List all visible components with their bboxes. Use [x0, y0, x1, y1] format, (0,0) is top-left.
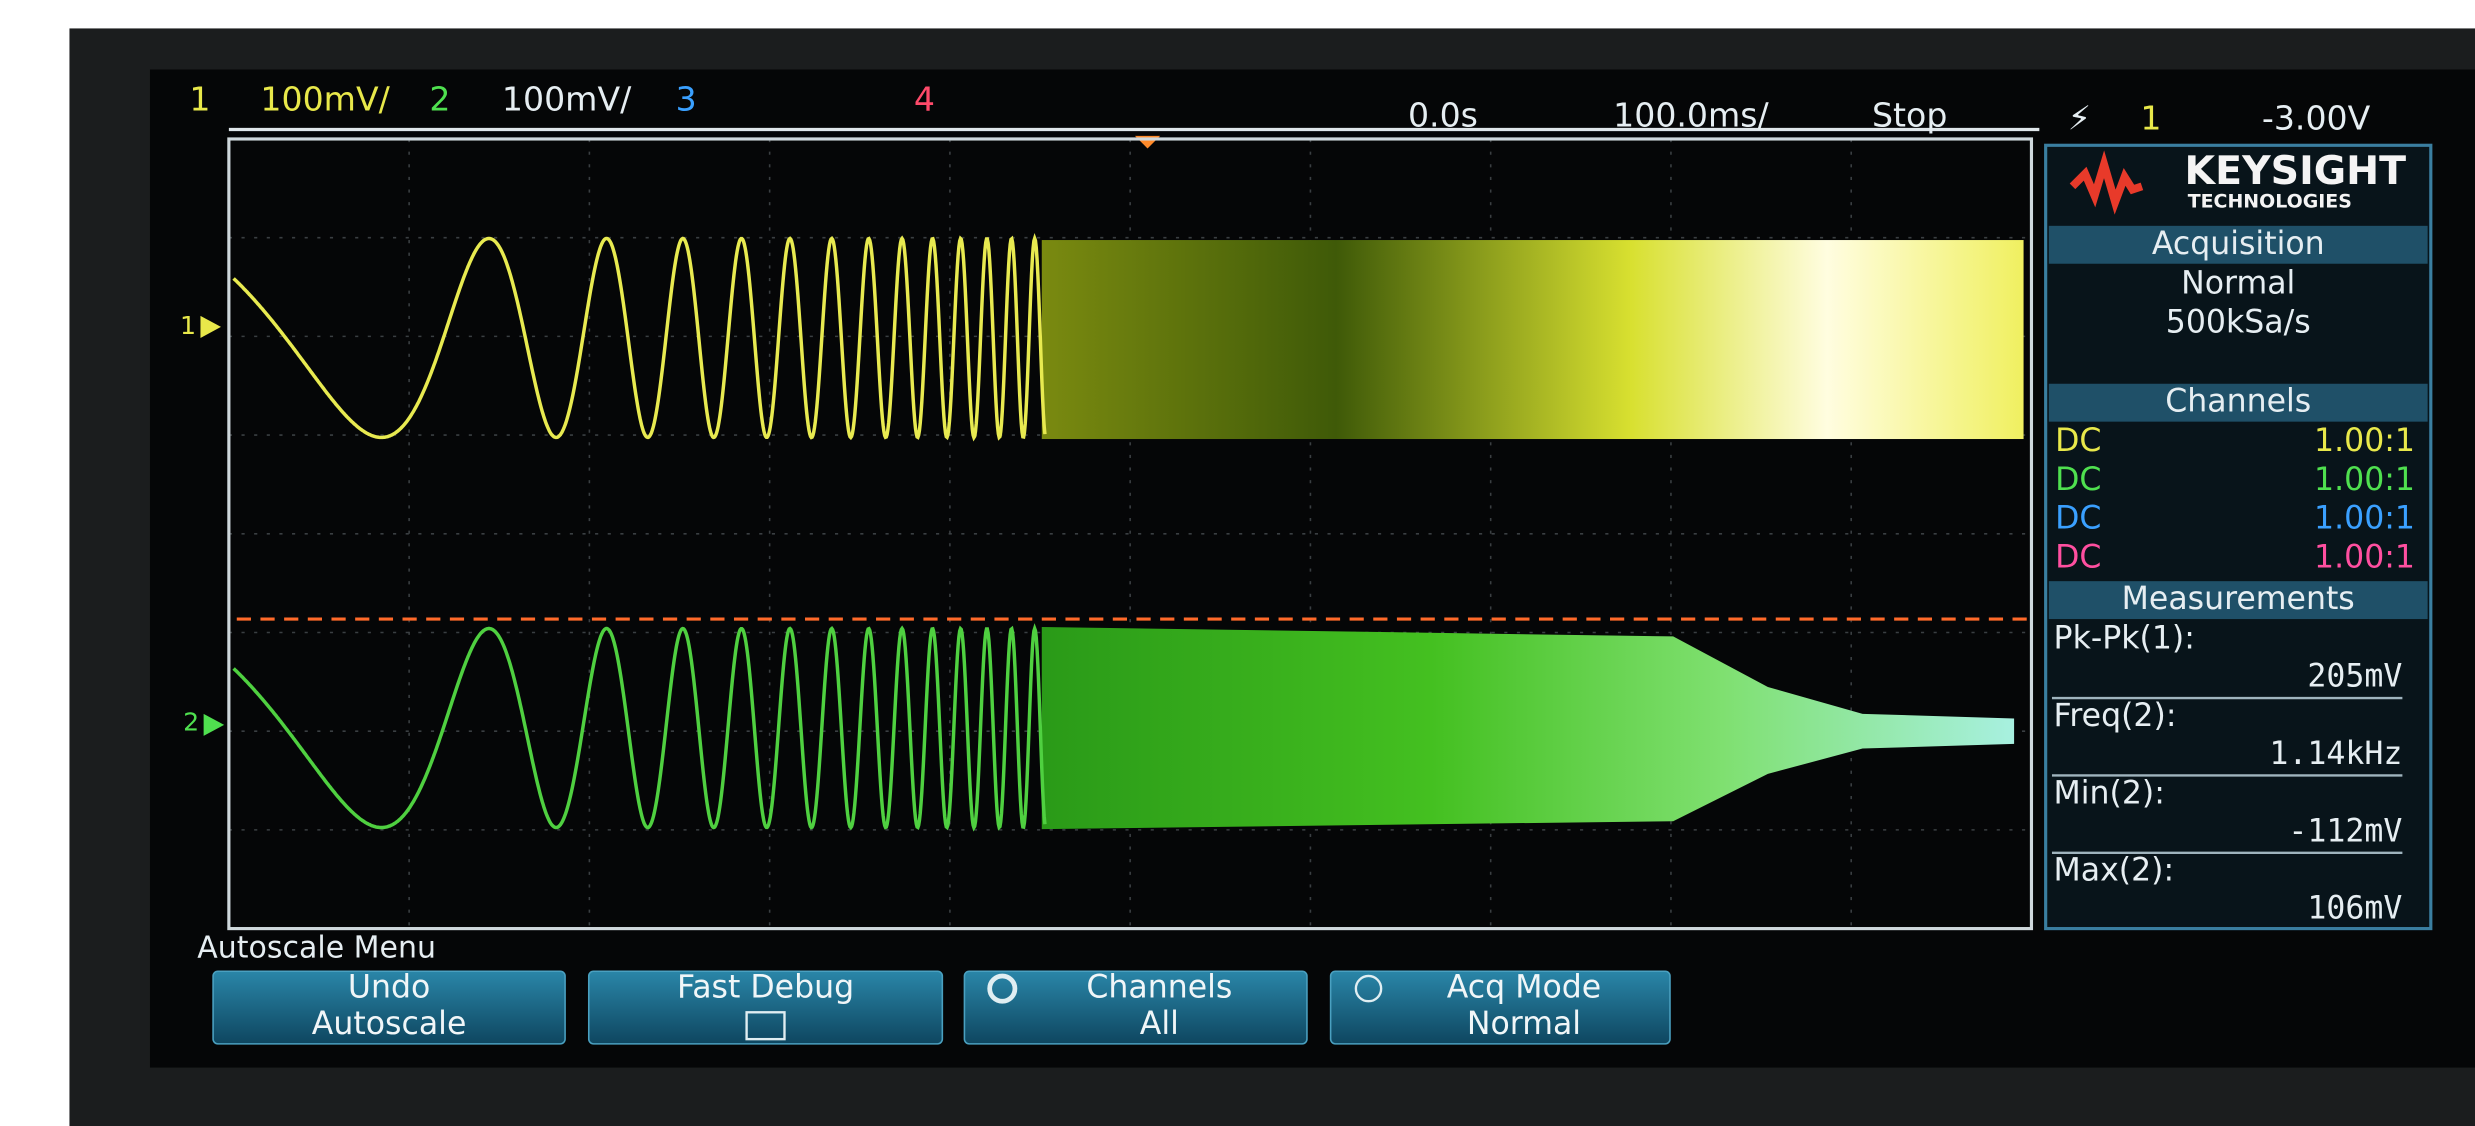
brand-subtitle: TECHNOLOGIES [2188, 191, 2352, 213]
time-position: 0.0s [1408, 95, 1478, 134]
ch2-number: 2 [429, 80, 450, 119]
run-state: Stop [1872, 95, 1947, 134]
trigger-source: 1 [2140, 99, 2161, 138]
ch2-scale: 100mV/ [502, 80, 632, 119]
measurement-label: Pk-Pk(1): [2054, 621, 2195, 657]
softkey-label[interactable]: Autoscale [312, 1006, 467, 1042]
measurement-value: 106mV [2307, 891, 2402, 927]
trigger-icon: ⚡ [2068, 99, 2091, 138]
channel-coupling: DC [2055, 501, 2101, 537]
page: {"status_bar":{"ch1":{"number":"1","scal… [0, 0, 2475, 1126]
ch1-dense-trace [1042, 240, 2024, 439]
softkey-label[interactable]: Undo [348, 970, 430, 1006]
softkey-label[interactable]: Normal [1467, 1006, 1581, 1042]
measurement-value: 205mV [2307, 658, 2402, 694]
softkey-label[interactable]: Fast Debug [677, 970, 854, 1006]
channel-probe: 1.00:1 [2314, 423, 2415, 459]
oscilloscope-photo: 1 100mV/ 2 100mV/ 3 4 0.0s 100.0ms/ Stop… [0, 0, 2475, 1126]
softkey[interactable]: Fast Debug [589, 970, 943, 1044]
sample-rate: 500kSa/s [2166, 305, 2311, 341]
ch1-scale: 100mV/ [260, 80, 390, 119]
measurement-value: -112mV [2288, 813, 2402, 849]
ch1-ground-marker: 1 [180, 311, 196, 340]
channel-probe: 1.00:1 [2314, 462, 2415, 498]
trigger-level: -3.00V [2262, 99, 2371, 138]
ch3-number: 3 [676, 80, 697, 119]
channels-title: Channels [2165, 384, 2311, 420]
softkey-label[interactable]: Acq Mode [1447, 970, 1601, 1006]
measurement-label: Max(2): [2054, 853, 2175, 889]
brand-name: KEYSIGHT [2185, 148, 2407, 194]
acquisition-title: Acquisition [2152, 226, 2325, 262]
measurement-label: Freq(2): [2054, 698, 2177, 734]
menu-title: Autoscale Menu [197, 931, 436, 966]
measurement-label: Min(2): [2054, 775, 2165, 811]
softkey-label[interactable]: All [1140, 1006, 1179, 1042]
channel-probe: 1.00:1 [2314, 539, 2415, 575]
time-scale: 100.0ms/ [1613, 95, 1769, 134]
acquisition-mode: Normal [2181, 265, 2295, 301]
ch4-number: 4 [914, 80, 935, 119]
channel-coupling: DC [2055, 462, 2101, 498]
ch1-number: 1 [189, 80, 210, 119]
measurements-title: Measurements [2122, 581, 2355, 617]
measurement-value: 1.14kHz [2269, 736, 2402, 772]
channel-coupling: DC [2055, 539, 2101, 575]
channel-probe: 1.00:1 [2314, 501, 2415, 537]
ch2-ground-marker: 2 [183, 707, 199, 736]
softkey-label[interactable]: Channels [1086, 970, 1232, 1006]
channel-coupling: DC [2055, 423, 2101, 459]
